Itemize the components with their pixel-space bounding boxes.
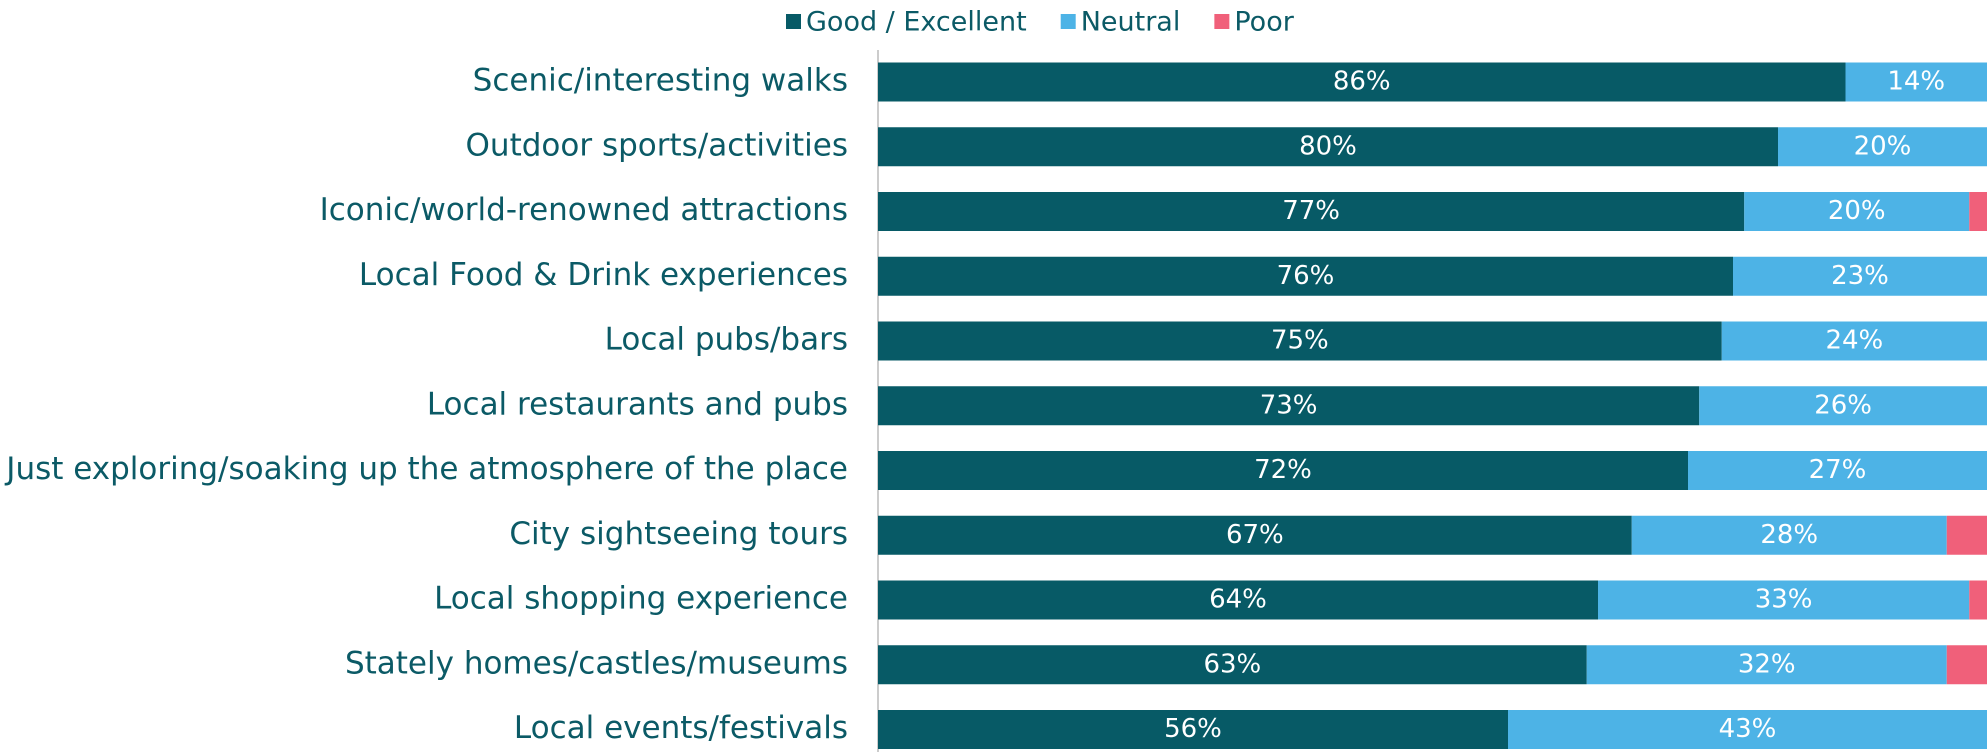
value-label: 14% xyxy=(1887,67,1945,97)
legend-swatch xyxy=(1214,14,1230,29)
bar-segment xyxy=(878,62,1846,102)
value-label: 32% xyxy=(1738,649,1796,679)
value-label: 24% xyxy=(1825,326,1883,356)
bar-segment xyxy=(1598,580,1970,620)
bar-segment xyxy=(878,710,1508,749)
value-label: 28% xyxy=(1760,520,1818,550)
value-label: 80% xyxy=(1299,131,1357,161)
value-label: 63% xyxy=(1203,649,1261,679)
bar-segment xyxy=(1946,645,1987,685)
value-label: 27% xyxy=(1809,455,1867,485)
category-label: Local pubs/bars xyxy=(605,322,848,358)
category-label: Local restaurants and pubs xyxy=(427,386,848,422)
value-label: 20% xyxy=(1828,196,1886,226)
category-label: Local events/festivals xyxy=(514,710,848,746)
bar-segment xyxy=(1721,321,1987,361)
value-label: 73% xyxy=(1260,390,1318,420)
value-label: 64% xyxy=(1209,585,1267,615)
value-label: 76% xyxy=(1277,261,1335,291)
bar-segment xyxy=(1969,580,1987,620)
category-label: Stately homes/castles/museums xyxy=(345,645,848,681)
value-label: 33% xyxy=(1755,585,1813,615)
bar-segment xyxy=(1744,192,1970,231)
category-label: Just exploring/soaking up the atmosphere… xyxy=(4,451,848,487)
bar-segment xyxy=(878,451,1688,490)
bar-segment xyxy=(1778,127,1987,167)
bar-segment xyxy=(1631,515,1947,555)
value-label: 67% xyxy=(1226,520,1284,550)
value-label: 26% xyxy=(1814,390,1872,420)
bar-segment xyxy=(878,580,1598,620)
value-label: 56% xyxy=(1164,714,1222,744)
value-label: 43% xyxy=(1719,714,1777,744)
bar-segment xyxy=(1688,451,1987,490)
legend-label: Poor xyxy=(1234,7,1294,38)
value-label: 72% xyxy=(1254,455,1312,485)
value-label: 77% xyxy=(1282,196,1340,226)
legend-swatch xyxy=(1060,14,1076,29)
category-label: Local shopping experience xyxy=(434,581,848,617)
value-label: 20% xyxy=(1854,131,1912,161)
value-label: 23% xyxy=(1831,261,1889,291)
bar-segment xyxy=(1508,710,1987,749)
bar-segment xyxy=(878,645,1587,685)
bar-segment xyxy=(878,256,1733,296)
bar-segment xyxy=(878,127,1778,167)
category-label: City sightseeing tours xyxy=(509,516,848,552)
bar-segment xyxy=(1845,62,1987,102)
bar-segment xyxy=(1699,386,1987,426)
value-label: 75% xyxy=(1271,326,1329,356)
bar-segment xyxy=(1946,515,1987,555)
bar-segment xyxy=(878,321,1722,361)
bar-segment xyxy=(878,386,1700,426)
category-label: Iconic/world-renowned attractions xyxy=(320,192,848,228)
legend-label: Good / Excellent xyxy=(806,7,1027,38)
bar-segment xyxy=(1586,645,1947,685)
bar-segment xyxy=(1733,256,1987,296)
category-label: Scenic/interesting walks xyxy=(473,63,848,99)
bar-segment xyxy=(878,515,1632,555)
category-label: Local Food & Drink experiences xyxy=(359,257,848,293)
legend-label: Neutral xyxy=(1081,7,1181,38)
legend-swatch xyxy=(786,14,801,29)
bar-segment xyxy=(878,192,1745,231)
category-label: Outdoor sports/activities xyxy=(466,127,848,163)
bar-segment xyxy=(1969,192,1987,231)
value-label: 86% xyxy=(1333,67,1391,97)
